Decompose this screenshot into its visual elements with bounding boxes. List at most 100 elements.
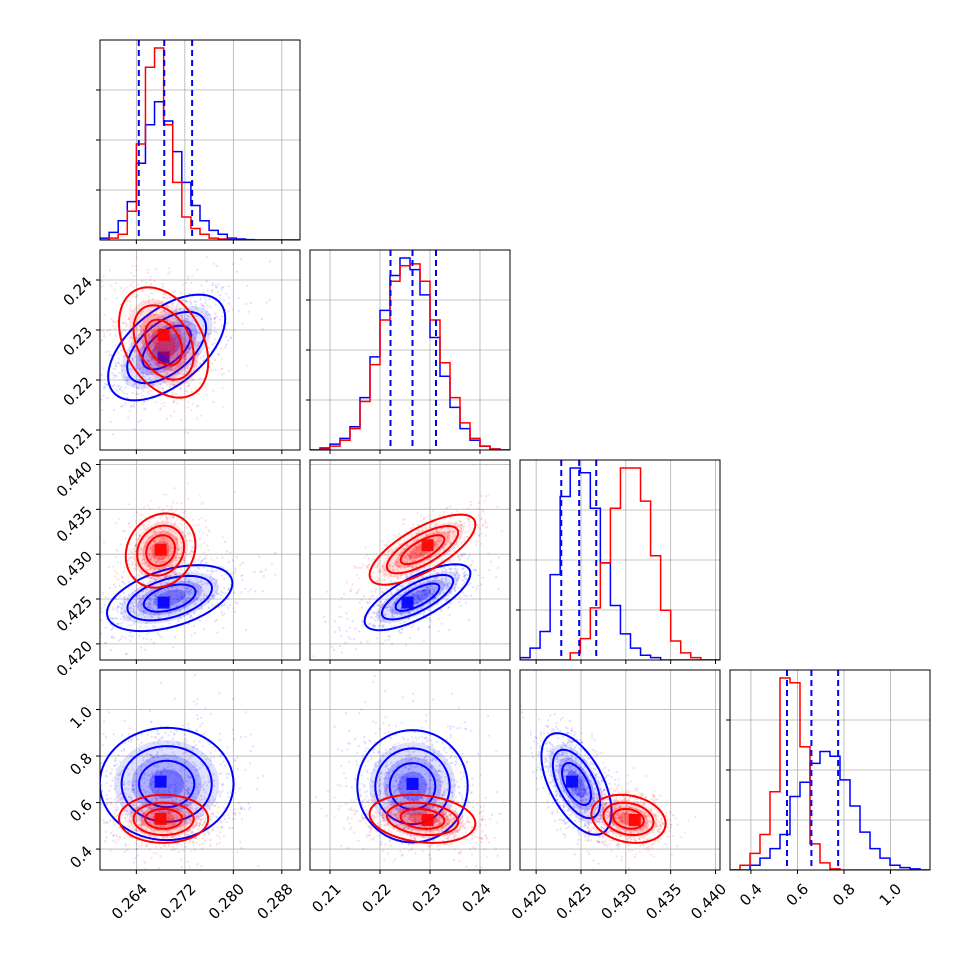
sample-point [397, 630, 400, 633]
sample-point [158, 558, 161, 561]
sample-point [170, 344, 174, 347]
sample-point [454, 568, 457, 571]
sample-point [174, 357, 177, 360]
sample-point [403, 540, 407, 543]
sample-point [241, 578, 244, 581]
sample-point [480, 542, 483, 546]
sample-point [181, 781, 184, 784]
sample-point [428, 514, 431, 517]
sample-point [213, 779, 216, 782]
sample-point [481, 509, 484, 512]
sample-point [445, 581, 448, 584]
sample-point [475, 540, 478, 543]
sample-point [143, 325, 146, 328]
sample-point [422, 581, 425, 584]
sample-point [381, 564, 384, 568]
sample-point [178, 351, 181, 354]
sample-point [233, 758, 236, 761]
sample-point [126, 767, 129, 770]
sample-point [375, 637, 378, 640]
sample-point [165, 347, 168, 351]
sample-point [126, 383, 129, 386]
sample-point [169, 611, 172, 614]
sample-point [120, 331, 123, 334]
sample-point [417, 590, 420, 593]
sample-point [262, 774, 265, 778]
sample-point [172, 372, 175, 376]
sample-point [96, 640, 98, 642]
sample-point [174, 522, 177, 525]
sample-point [133, 780, 136, 783]
sample-point [151, 755, 155, 758]
sample-point [150, 772, 154, 775]
sample-point [151, 608, 154, 611]
sample-point [377, 578, 380, 581]
sample-point [190, 754, 193, 757]
sample-point [258, 555, 261, 559]
contour-series-1 [107, 293, 227, 402]
sample-point [178, 556, 181, 559]
sample-point [167, 306, 170, 309]
sample-point [154, 340, 157, 343]
sample-point [484, 526, 487, 529]
sample-point [149, 353, 152, 356]
sample-point [180, 806, 183, 809]
sample-point [152, 583, 155, 586]
sample-point [370, 615, 373, 619]
sample-point [469, 564, 472, 567]
sample-point [142, 323, 145, 326]
sample-point [367, 602, 370, 605]
sample-point [169, 330, 172, 333]
sample-point [409, 637, 412, 640]
sample-point [185, 599, 188, 602]
sample-point [159, 855, 162, 858]
sample-point [426, 608, 429, 612]
sample-point [124, 537, 127, 540]
sample-point [133, 803, 136, 806]
sample-point [129, 631, 132, 634]
sample-point [161, 387, 164, 390]
sample-point [168, 386, 171, 389]
sample-point [158, 326, 161, 330]
sample-point [131, 788, 134, 792]
sample-point [198, 331, 202, 334]
sample-point [160, 681, 163, 684]
sample-point [392, 569, 395, 572]
sample-point [160, 557, 163, 560]
sample-point [424, 566, 427, 569]
sample-point [165, 319, 168, 322]
sample-point [387, 605, 390, 608]
contour-series-1 [394, 582, 441, 612]
sample-point [475, 544, 478, 547]
sample-point [173, 487, 176, 490]
sample-point [198, 619, 202, 622]
sample-point [460, 553, 463, 556]
sample-point [419, 581, 422, 584]
sample-point [149, 558, 152, 561]
sample-point [484, 518, 487, 522]
sample-point [198, 567, 201, 570]
sample-point [152, 578, 155, 581]
sample-point [259, 570, 262, 573]
sample-point [170, 317, 173, 320]
sample-point [145, 281, 148, 284]
sample-point [124, 376, 128, 380]
sample-point [135, 322, 139, 325]
sample-point [192, 700, 196, 703]
sample-point [190, 372, 193, 375]
sample-point [161, 754, 165, 758]
sample-point [417, 626, 420, 629]
sample-point [399, 564, 402, 567]
sample-point [204, 299, 207, 302]
sample-point [165, 531, 168, 534]
sample-point [142, 317, 145, 320]
sample-point [222, 783, 225, 786]
sample-point [459, 520, 462, 523]
sample-point [435, 522, 438, 525]
sample-point [138, 534, 141, 537]
sample-point [109, 420, 112, 423]
sample-point [381, 626, 384, 629]
sample-point [191, 840, 195, 843]
sample-point [149, 872, 151, 874]
